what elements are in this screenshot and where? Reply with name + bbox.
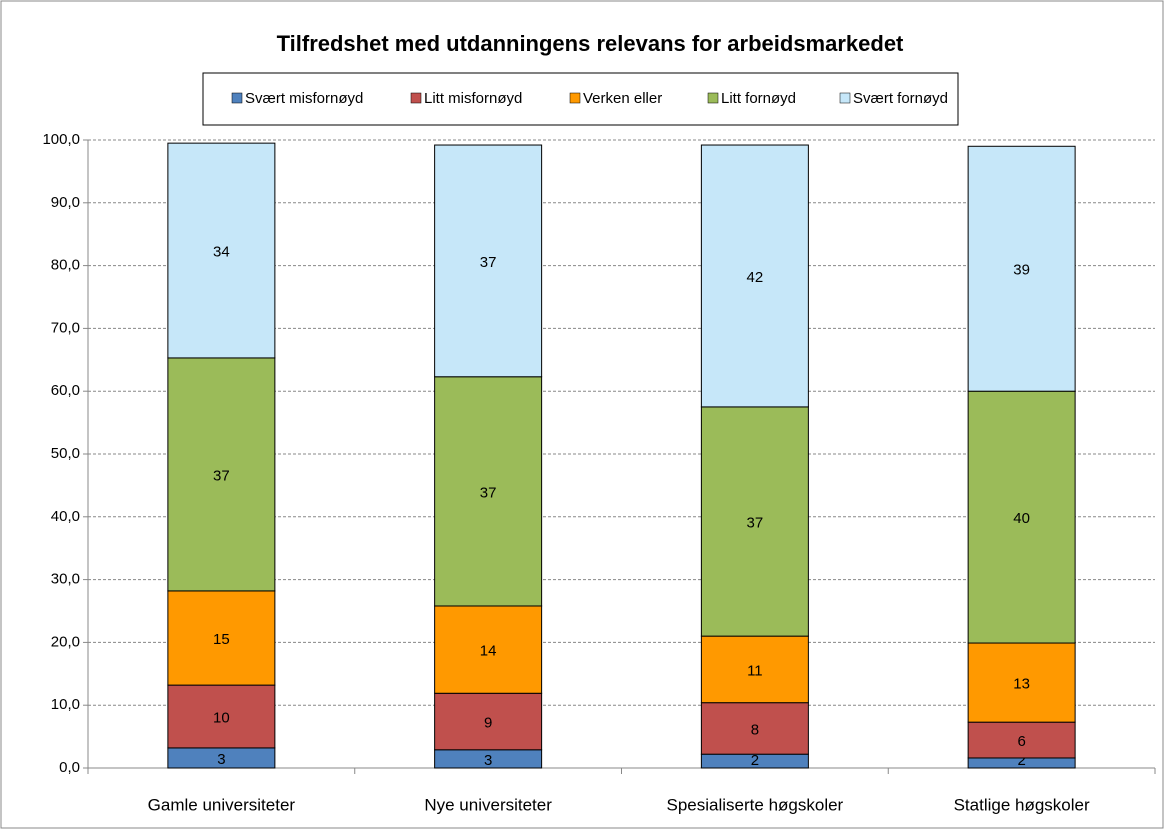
bar-segment (967, 145, 1076, 392)
y-tick-label: 50,0 (51, 445, 80, 462)
legend-swatch (410, 92, 422, 104)
legend-label: Litt misfornøyd (424, 90, 522, 107)
bar-segment (967, 390, 1076, 644)
data-label: 13 (1013, 676, 1030, 693)
legend-swatch (707, 92, 719, 104)
x-tick-label: Nye universiteter (424, 795, 552, 814)
data-label: 37 (213, 467, 230, 484)
x-tick-label: Statlige høgskoler (954, 795, 1090, 814)
legend-label: Svært fornøyd (853, 90, 948, 107)
legend-box (202, 72, 959, 126)
bar-segment (434, 376, 543, 607)
legend-label: Litt fornøyd (721, 90, 796, 107)
data-label: 3 (484, 752, 492, 769)
data-label: 14 (480, 643, 497, 660)
x-tick-label: Gamle universiteter (148, 795, 296, 814)
y-tick-label: 80,0 (51, 257, 80, 274)
data-label: 2 (1017, 752, 1025, 769)
data-label: 37 (747, 514, 764, 531)
bar-segment (167, 142, 276, 359)
bar-segment (700, 702, 809, 755)
bar-segment (167, 590, 276, 686)
legend-swatch (569, 92, 581, 104)
data-label: 39 (1013, 262, 1030, 279)
bar-segment (167, 684, 276, 749)
bar-segment (167, 357, 276, 592)
y-tick-label: 10,0 (51, 696, 80, 713)
bar-segment (434, 605, 543, 694)
y-tick-label: 100,0 (42, 131, 80, 148)
data-label: 6 (1017, 733, 1025, 750)
y-tick-label: 60,0 (51, 382, 80, 399)
legend-swatch (839, 92, 851, 104)
data-label: 2 (751, 752, 759, 769)
bar-segment (434, 692, 543, 751)
y-tick-label: 70,0 (51, 319, 80, 336)
data-label: 11 (747, 662, 763, 679)
bar-segment (434, 144, 543, 378)
bar-segment (967, 642, 1076, 723)
legend-swatch (231, 92, 243, 104)
data-label: 42 (747, 269, 764, 286)
bar-segment (700, 144, 809, 408)
data-label: 37 (480, 484, 497, 501)
x-tick-label: Spesialiserte høgskoler (667, 795, 844, 814)
data-label: 15 (213, 631, 230, 648)
data-label: 9 (484, 714, 492, 731)
data-label: 3 (217, 751, 225, 768)
y-tick-label: 90,0 (51, 194, 80, 211)
chart-title: Tilfredshet med utdanningens relevans fo… (277, 31, 904, 56)
bar-segment (700, 635, 809, 704)
y-tick-label: 30,0 (51, 571, 80, 588)
data-label: 40 (1013, 510, 1030, 527)
y-tick-label: 20,0 (51, 633, 80, 650)
bar-segment (700, 406, 809, 637)
legend-label: Verken eller (583, 90, 662, 107)
data-label: 34 (213, 243, 230, 260)
data-label: 37 (480, 254, 497, 271)
data-label: 10 (213, 709, 230, 726)
legend-label: Svært misfornøyd (245, 90, 363, 107)
y-tick-label: 0,0 (59, 759, 80, 776)
bar-segment (967, 721, 1076, 759)
data-label: 8 (751, 721, 759, 738)
y-tick-label: 40,0 (51, 508, 80, 525)
